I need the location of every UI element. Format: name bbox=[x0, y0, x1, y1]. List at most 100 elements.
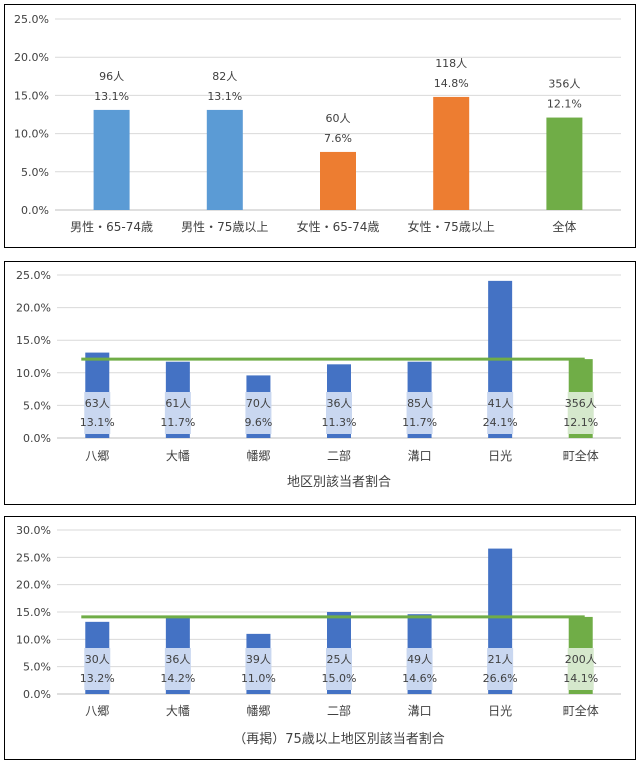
c3-category-label: 二部 bbox=[327, 703, 351, 718]
c2-count-label: 63人 bbox=[85, 397, 110, 410]
c2-data-label-box bbox=[164, 392, 191, 434]
c3-data-label-box bbox=[567, 648, 594, 690]
c1-y-tick-label: 20.0% bbox=[14, 51, 49, 64]
c2-category-label: 町全体 bbox=[563, 448, 599, 463]
c2-count-label: 85人 bbox=[407, 397, 432, 410]
c1-y-tick-label: 25.0% bbox=[14, 13, 49, 26]
c3-count-label: 36人 bbox=[165, 653, 190, 666]
c3-data-label-box bbox=[84, 648, 111, 690]
c3-category-label: 溝口 bbox=[408, 704, 432, 718]
c3-category-label: 大幡 bbox=[166, 703, 190, 718]
c1-y-tick-label: 0.0% bbox=[21, 204, 49, 217]
chart-district-75plus-svg: 0.0% 5.0% 10.0% 15.0% 20.0% 25.0% 30.0% 30人 13.2… bbox=[16, 524, 621, 747]
c1-percent-label: 12.1% bbox=[547, 98, 582, 111]
c2-count-label: 36人 bbox=[327, 397, 352, 410]
c3-percent-label: 14.6% bbox=[402, 672, 437, 685]
c3-percent-label: 15.0% bbox=[322, 672, 357, 685]
c3-percent-label: 14.1% bbox=[563, 672, 598, 685]
c1-count-label: 118人 bbox=[435, 57, 467, 70]
c1-y-tick-label: 5.0% bbox=[21, 166, 49, 179]
c1-category-label: 女性・75歳以上 bbox=[408, 219, 495, 234]
c2-percent-label: 11.3% bbox=[322, 416, 357, 429]
c1-bar bbox=[320, 151, 356, 210]
c1-category-label: 全体 bbox=[552, 219, 576, 234]
c3-data-label-box bbox=[164, 648, 191, 690]
c3-y-tick-label: 30.0% bbox=[16, 524, 51, 537]
c3-count-label: 25人 bbox=[327, 653, 352, 666]
c3-category-label: 日光 bbox=[488, 704, 512, 718]
c2-count-label: 41人 bbox=[488, 397, 513, 410]
c2-category-label: 日光 bbox=[488, 449, 512, 463]
c2-y-tick-label: 20.0% bbox=[16, 302, 51, 315]
c2-data-label-box bbox=[567, 392, 594, 434]
c2-percent-label: 12.1% bbox=[563, 416, 598, 429]
c2-count-label: 356人 bbox=[565, 397, 597, 410]
c2-y-tick-label: 10.0% bbox=[16, 367, 51, 380]
c1-y-tick-label: 10.0% bbox=[14, 128, 49, 141]
c3-count-label: 30人 bbox=[85, 653, 110, 666]
chart-gender-age-svg: 0.0% 5.0% 10.0% 15.0% 20.0% 25.0% 96人 13.1% 82人 1… bbox=[14, 13, 621, 234]
c1-percent-label: 14.8% bbox=[434, 77, 469, 90]
c3-count-label: 39人 bbox=[246, 653, 271, 666]
c1-count-label: 96人 bbox=[99, 70, 124, 83]
c3-category-label: 幡郷 bbox=[246, 703, 270, 718]
c2-category-label: 溝口 bbox=[408, 449, 432, 463]
c2-data-label-box bbox=[406, 392, 433, 434]
c2-category-label: 幡郷 bbox=[246, 448, 270, 463]
c1-bar bbox=[206, 109, 243, 210]
c3-y-tick-label: 0.0% bbox=[23, 688, 51, 701]
c1-bar bbox=[546, 117, 583, 210]
c3-y-tick-label: 25.0% bbox=[16, 551, 51, 564]
c2-y-tick-label: 0.0% bbox=[23, 432, 51, 445]
c1-count-label: 60人 bbox=[326, 112, 351, 125]
c3-y-tick-label: 15.0% bbox=[16, 606, 51, 619]
c2-percent-label: 11.7% bbox=[402, 416, 437, 429]
c1-bar bbox=[433, 96, 470, 210]
c3-data-label-box bbox=[406, 648, 433, 690]
c1-bar bbox=[93, 109, 130, 210]
c3-data-label-box bbox=[326, 648, 352, 690]
chart-district-svg: 0.0% 5.0% 10.0% 15.0% 20.0% 25.0% 63人 13.1% 61人 1… bbox=[16, 269, 621, 490]
c3-percent-label: 14.2% bbox=[160, 672, 195, 685]
c2-data-label-box bbox=[245, 392, 272, 434]
c2-y-tick-label: 5.0% bbox=[23, 399, 51, 412]
c3-title: （再掲）75歳以上地区別該当者割合 bbox=[233, 731, 445, 747]
c3-count-label: 21人 bbox=[488, 653, 513, 666]
c1-category-label: 女性・65-74歳 bbox=[297, 219, 380, 234]
c1-y-tick-label: 15.0% bbox=[14, 89, 49, 102]
chart-district-75plus: 0.0% 5.0% 10.0% 15.0% 20.0% 25.0% 30.0% 30人 13.2… bbox=[4, 516, 636, 760]
c2-data-label-box bbox=[326, 392, 352, 434]
c2-count-label: 61人 bbox=[165, 397, 190, 410]
c2-percent-label: 24.1% bbox=[483, 416, 518, 429]
c2-category-label: 八郷 bbox=[85, 449, 109, 463]
c3-data-label-box bbox=[245, 648, 272, 690]
c3-count-label: 200人 bbox=[565, 653, 597, 666]
c3-y-tick-label: 10.0% bbox=[16, 633, 51, 646]
c1-count-label: 82人 bbox=[212, 70, 237, 83]
c2-y-tick-label: 25.0% bbox=[16, 269, 51, 282]
c3-percent-label: 11.0% bbox=[241, 672, 276, 685]
c2-category-label: 大幡 bbox=[166, 448, 190, 463]
c1-percent-label: 7.6% bbox=[324, 132, 352, 145]
c2-title: 地区別該当者割合 bbox=[287, 474, 391, 490]
c2-category-label: 二部 bbox=[327, 448, 351, 463]
c1-percent-label: 13.1% bbox=[94, 90, 129, 103]
c1-count-label: 356人 bbox=[548, 78, 580, 91]
c3-category-label: 八郷 bbox=[85, 704, 109, 718]
c2-data-label-box bbox=[487, 392, 514, 434]
chart-district: 0.0% 5.0% 10.0% 15.0% 20.0% 25.0% 63人 13.1% 61人 1… bbox=[4, 261, 636, 505]
c2-data-label-box bbox=[84, 392, 111, 434]
c2-percent-label: 11.7% bbox=[160, 416, 195, 429]
c2-y-tick-label: 15.0% bbox=[16, 334, 51, 347]
c1-category-label: 男性・65-74歳 bbox=[70, 220, 153, 234]
c3-count-label: 49人 bbox=[407, 653, 432, 666]
c3-percent-label: 13.2% bbox=[80, 672, 115, 685]
c2-percent-label: 9.6% bbox=[244, 416, 272, 429]
chart-gender-age: 0.0% 5.0% 10.0% 15.0% 20.0% 25.0% 96人 13.1% 82人 1… bbox=[4, 4, 636, 248]
c3-data-label-box bbox=[487, 648, 514, 690]
c2-percent-label: 13.1% bbox=[80, 416, 115, 429]
c2-count-label: 70人 bbox=[246, 397, 271, 410]
c3-y-tick-label: 20.0% bbox=[16, 579, 51, 592]
c3-category-label: 町全体 bbox=[563, 703, 599, 718]
c3-y-tick-label: 5.0% bbox=[23, 661, 51, 674]
